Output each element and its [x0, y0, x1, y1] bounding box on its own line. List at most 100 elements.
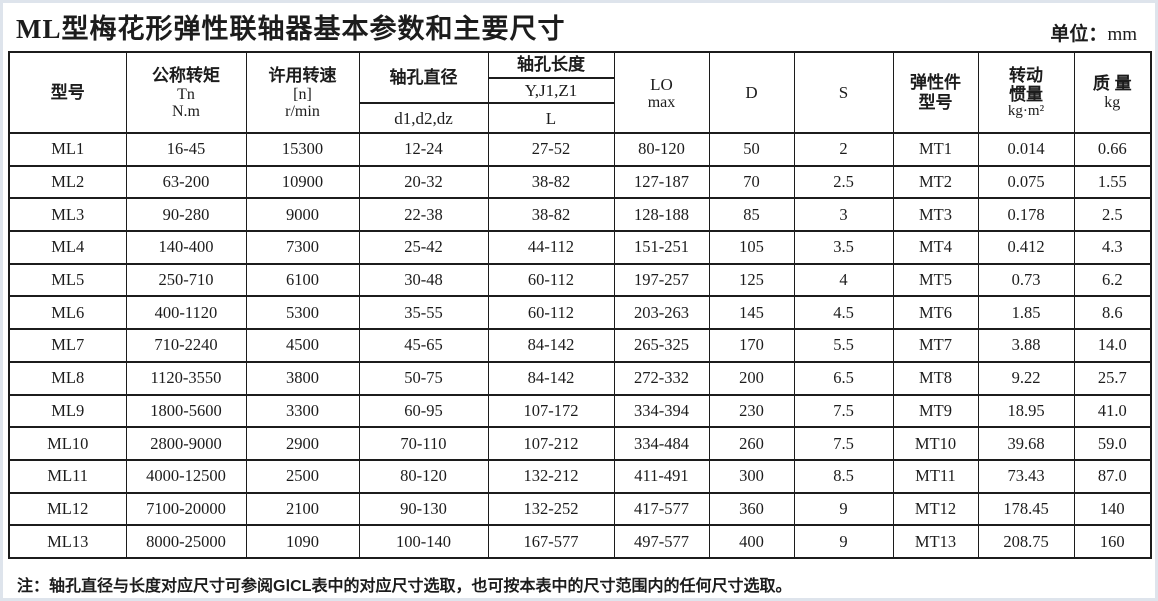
table-cell: ML5: [8, 262, 127, 298]
table-cell: 7300: [245, 230, 360, 265]
table-cell: 80-120: [613, 132, 710, 167]
header-d: D: [708, 51, 795, 134]
table-cell: 105: [708, 230, 795, 265]
unit-label-text: 单位：: [1050, 24, 1108, 45]
table-row: ML8 1120-3550 3800 50-75 84-142 272-332 200 6.5…: [8, 360, 1152, 396]
table-cell: 170: [708, 328, 795, 363]
table-cell: 178.45: [977, 491, 1075, 527]
table-cell: 3300: [245, 393, 360, 429]
table-cell: 260: [708, 426, 795, 461]
table-row: ML3 90-280 9000 22-38 38-82 128-188 85 3 MT3 0.17…: [8, 197, 1152, 233]
table-cell: 6.5: [793, 360, 894, 396]
header-bore-length: 轴孔长度: [487, 51, 615, 79]
table-cell: 0.075: [977, 164, 1075, 200]
table-cell: 167-577: [487, 524, 615, 559]
table-row: ML6 400-1120 5300 35-55 60-112 203-263 145 4.5 M…: [8, 295, 1152, 331]
table-cell: MT13: [892, 524, 979, 559]
table-cell: 20-32: [358, 164, 489, 200]
header-s: S: [793, 51, 894, 134]
table-cell: 3800: [245, 360, 360, 396]
table-cell: 140: [1073, 491, 1152, 527]
table-body: ML1 16-45 15300 12-24 27-52 80-120 50 2 MT1 0.014…: [8, 132, 1152, 559]
table-cell: 84-142: [487, 360, 615, 396]
header-bore-diameter: 轴孔直径: [358, 51, 489, 104]
footnote: 注：轴孔直径与长度对应尺寸可参阅GⅠCL表中的对应尺寸选取，也可按本表中的尺寸范…: [17, 578, 792, 595]
table-cell: 360: [708, 491, 795, 527]
table-cell: 7.5: [793, 426, 894, 461]
table-cell: 132-212: [487, 458, 615, 494]
table-cell: 7.5: [793, 393, 894, 429]
table-cell: ML2: [8, 164, 127, 200]
table-cell: 4: [793, 262, 894, 298]
table-row: ML9 1800-5600 3300 60-95 107-172 334-394 230 7.…: [8, 393, 1152, 429]
table-cell: 14.0: [1073, 328, 1152, 363]
table-cell: 272-332: [613, 360, 710, 396]
table-row: ML1 16-45 15300 12-24 27-52 80-120 50 2 MT1 0.014…: [8, 132, 1152, 167]
header-nominal-torque: 公称转矩 Tn N.m: [125, 51, 247, 134]
table-cell: 6.2: [1073, 262, 1152, 298]
table-cell: 38-82: [487, 197, 615, 233]
table-cell: 38-82: [487, 164, 615, 200]
unit-label: 单位：mm: [1050, 19, 1137, 46]
table-cell: 16-45: [125, 132, 247, 167]
table-cell: 125: [708, 262, 795, 298]
table-cell: MT7: [892, 328, 979, 363]
table-cell: 60-112: [487, 295, 615, 331]
table-cell: ML10: [8, 426, 127, 461]
table-cell: 4500: [245, 328, 360, 363]
header-elastic-element: 弹性件 型号: [892, 51, 979, 134]
table-cell: 100-140: [358, 524, 489, 559]
table-cell: 145: [708, 295, 795, 331]
table-cell: ML12: [8, 491, 127, 527]
table-cell: 0.014: [977, 132, 1075, 167]
table-row: ML10 2800-9000 2900 70-110 107-212 334-484 260…: [8, 426, 1152, 461]
table-cell: 70: [708, 164, 795, 200]
table-cell: ML13: [8, 524, 127, 559]
header-permissible-speed: 许用转速 [n] r/min: [245, 51, 360, 134]
table-cell: 230: [708, 393, 795, 429]
table-cell: 1800-5600: [125, 393, 247, 429]
table-row: ML5 250-710 6100 30-48 60-112 197-257 125 4 MT5 0…: [8, 262, 1152, 298]
table-cell: 0.66: [1073, 132, 1152, 167]
header-lo-max: LO max: [613, 51, 710, 134]
table-cell: MT5: [892, 262, 979, 298]
table-cell: MT10: [892, 426, 979, 461]
table-cell: 1.55: [1073, 164, 1152, 200]
table-cell: 27-52: [487, 132, 615, 167]
table-cell: 84-142: [487, 328, 615, 363]
header-bore-diameter-sub: d1,d2,dz: [358, 102, 489, 134]
table-row: ML11 4000-12500 2500 80-120 132-212 411-491 30…: [8, 458, 1152, 494]
table-cell: 0.412: [977, 230, 1075, 265]
table-cell: ML1: [8, 132, 127, 167]
table-cell: 90-280: [125, 197, 247, 233]
table-cell: 334-394: [613, 393, 710, 429]
table-cell: 15300: [245, 132, 360, 167]
table-cell: 334-484: [613, 426, 710, 461]
table-cell: 60-95: [358, 393, 489, 429]
table-cell: 107-172: [487, 393, 615, 429]
table-cell: ML9: [8, 393, 127, 429]
table-cell: 9: [793, 491, 894, 527]
table-cell: 3.5: [793, 230, 894, 265]
table-cell: MT12: [892, 491, 979, 527]
table-cell: 0.73: [977, 262, 1075, 298]
table-cell: 4000-12500: [125, 458, 247, 494]
header-moment-of-inertia: 转动 惯量 kg·m²: [977, 51, 1075, 134]
table-cell: 22-38: [358, 197, 489, 233]
table-row: ML7 710-2240 4500 45-65 84-142 265-325 170 5.5 M…: [8, 328, 1152, 363]
table-cell: 203-263: [613, 295, 710, 331]
table-cell: 25.7: [1073, 360, 1152, 396]
table-cell: 208.75: [977, 524, 1075, 559]
table-cell: 400-1120: [125, 295, 247, 331]
table-cell: 39.68: [977, 426, 1075, 461]
table-cell: 25-42: [358, 230, 489, 265]
table-cell: 1090: [245, 524, 360, 559]
table-cell: 41.0: [1073, 393, 1152, 429]
table-cell: 10900: [245, 164, 360, 200]
table-row: ML2 63-200 10900 20-32 38-82 127-187 70 2.5 MT2 0…: [8, 164, 1152, 200]
table-cell: MT4: [892, 230, 979, 265]
table-cell: 2800-9000: [125, 426, 247, 461]
table-cell: 300: [708, 458, 795, 494]
table-row: ML13 8000-25000 1090 100-140 167-577 497-577 4…: [8, 524, 1152, 559]
